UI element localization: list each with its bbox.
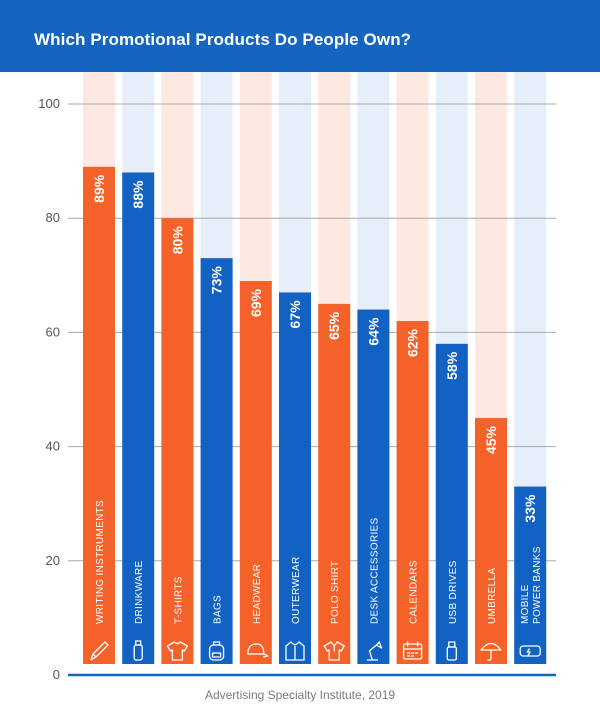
- bar-category-label: DRINKWARE: [134, 561, 145, 624]
- bar-group: 89% WRITING INSTRUMENTS: [83, 166, 115, 664]
- bar: [200, 258, 233, 664]
- cap-icon: [247, 643, 269, 658]
- y-tick-label: 100: [38, 96, 60, 111]
- bar: [161, 218, 194, 664]
- y-tick-label: 60: [46, 324, 60, 339]
- jacket-icon: [285, 641, 305, 661]
- bar-group: 73% BAGS: [200, 258, 233, 664]
- bar-category-label: HEADWEAR: [252, 564, 263, 624]
- bar-group: 58% USB DRIVES: [435, 343, 468, 664]
- y-tick-label: 40: [46, 439, 60, 454]
- bar-value-label: 62%: [405, 328, 421, 357]
- bar-group: 62% CALENDARS: [396, 320, 429, 664]
- bar-value-label: 73%: [209, 266, 225, 295]
- bar-value-label: 65%: [326, 311, 342, 340]
- chart-header: Which Promotional Products Do People Own…: [0, 0, 600, 72]
- bar-category-label: POWER BANKS: [532, 546, 543, 624]
- bar-value-label: 45%: [483, 426, 499, 455]
- y-tick-label: 80: [46, 210, 60, 225]
- bar-value-label: 58%: [444, 351, 460, 380]
- bar-group: 65% POLO SHIRT: [318, 303, 351, 664]
- y-tick-label: 20: [46, 553, 60, 568]
- tshirt-icon: [166, 641, 189, 661]
- bar-category-label: OUTERWEAR: [291, 556, 302, 624]
- bar-category-label: DESK ACCESSORIES: [369, 517, 380, 624]
- polo-shirt-icon: [323, 641, 345, 661]
- bar-group: 64% DESK ACCESSORIES: [357, 309, 390, 664]
- bar-value-label: 67%: [287, 300, 303, 329]
- bar-category-label: BAGS: [213, 595, 224, 624]
- bar-category-label: UMBRELLA: [487, 568, 498, 624]
- desk-lamp-icon: [366, 641, 383, 661]
- bar: [83, 166, 115, 664]
- bar-group: 80% T-SHIRTS: [161, 218, 194, 664]
- y-axis: 0 20 40 60 80 100: [38, 96, 60, 682]
- backpack-icon: [208, 641, 225, 661]
- bar-value-label: 64%: [365, 317, 381, 346]
- bar: [396, 320, 429, 664]
- bar-group: 33% MOBILE POWER BANKS: [514, 486, 547, 664]
- bar: [435, 343, 468, 664]
- bottle-icon: [133, 640, 143, 661]
- power-bank-icon: [519, 645, 541, 657]
- bar-category-label: USB DRIVES: [448, 560, 459, 624]
- bar-value-label: 88%: [130, 180, 146, 209]
- bar-category-label: CALENDARS: [409, 560, 420, 624]
- bar-group: 88% DRINKWARE: [122, 172, 155, 664]
- bar: [239, 281, 272, 664]
- bar: [318, 303, 351, 664]
- bar: [122, 172, 155, 664]
- bar-category-label: MOBILE: [520, 584, 531, 624]
- bar-value-label: 69%: [248, 288, 264, 317]
- bar: [475, 418, 507, 664]
- source-caption: Advertising Specialty Institute, 2019: [204, 688, 396, 702]
- bar-value-label: 89%: [91, 174, 107, 203]
- bar-group: 45% UMBRELLA: [475, 418, 507, 664]
- bar-category-label: POLO SHIRT: [330, 561, 341, 624]
- bars: 89% WRITING INSTRUMENTS 88% DRINKWARE 80% T-S…: [83, 166, 547, 664]
- bar-value-label: 33%: [522, 494, 538, 523]
- bar-value-label: 80%: [169, 226, 185, 255]
- bar: [514, 486, 547, 664]
- umbrella-icon: [480, 642, 502, 661]
- bar-category-label: WRITING INSTRUMENTS: [95, 500, 106, 624]
- bar-group: 67% OUTERWEAR: [279, 292, 311, 664]
- bar-group: 69% HEADWEAR: [239, 281, 272, 664]
- usb-drive-icon: [446, 641, 457, 661]
- calendar-icon: [402, 641, 423, 660]
- bar: [279, 292, 311, 664]
- pencil-icon: [90, 641, 109, 661]
- chart-title: Which Promotional Products Do People Own…: [34, 30, 412, 49]
- y-tick-label: 0: [53, 667, 60, 682]
- bar: [357, 309, 390, 664]
- bar-category-label: T-SHIRTS: [173, 576, 184, 624]
